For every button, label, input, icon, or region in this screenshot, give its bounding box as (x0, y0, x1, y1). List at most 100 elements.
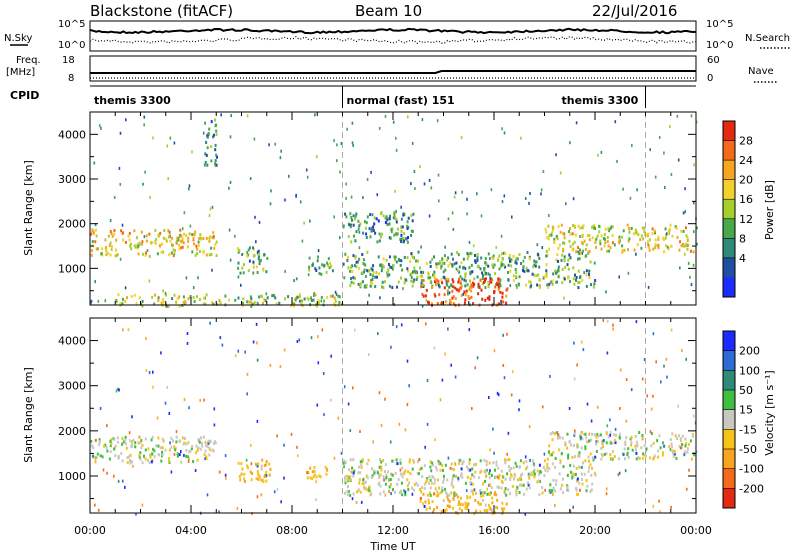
echo-cell-sparse (500, 234, 503, 238)
echo-cell (437, 279, 440, 283)
echo-cell (506, 472, 509, 476)
echo-cell (448, 500, 451, 503)
echo-cell-sparse (432, 273, 434, 277)
echo-cell (557, 224, 560, 228)
echo-cell-sparse (90, 439, 93, 443)
echo-cell (581, 278, 584, 282)
echo-cell (431, 461, 434, 465)
echo-cell-sparse (337, 416, 340, 420)
echo-cell (641, 434, 644, 437)
echo-cell-sparse (94, 280, 96, 284)
echo-cell (408, 460, 411, 464)
echo-cell (637, 233, 640, 237)
echo-cell-sparse (605, 487, 608, 491)
echo-cell (175, 440, 178, 444)
echo-cell-sparse (234, 354, 237, 358)
echo-cell-sparse (426, 422, 429, 426)
echo-cell (141, 242, 143, 246)
freq-label-line2: [MHz] (6, 67, 35, 78)
echo-cell-sparse (230, 114, 232, 118)
echo-cell (648, 246, 651, 250)
echo-cell (491, 256, 494, 259)
echo-cell (671, 432, 674, 436)
echo-cell (484, 470, 487, 474)
echo-cell (162, 300, 165, 304)
echo-cell (446, 283, 448, 287)
echo-cell (512, 254, 515, 258)
echo-cell (410, 276, 413, 279)
echo-cell (468, 458, 471, 462)
echo-cell (433, 255, 435, 259)
echo-cell (422, 502, 424, 506)
echo-cell-sparse (173, 452, 176, 456)
echo-cell (256, 464, 259, 468)
echo-cell-sparse (224, 473, 227, 477)
echo-cell (213, 133, 215, 137)
echo-cell (555, 258, 558, 262)
echo-cell (630, 227, 633, 230)
echo-cell-sparse (148, 279, 151, 283)
echo-cell (173, 293, 176, 297)
echo-cell-sparse (679, 266, 681, 270)
echo-cell (472, 302, 475, 306)
echo-cell (636, 231, 639, 235)
echo-cell (487, 252, 490, 256)
echo-cell (588, 276, 591, 280)
echo-cell (533, 475, 536, 479)
echo-cell (366, 462, 369, 466)
colorbar-tick-label: -100 (739, 463, 764, 476)
echo-cell (257, 472, 260, 476)
echo-cell (120, 229, 123, 233)
echo-cell (109, 444, 112, 448)
echo-cell (504, 477, 507, 481)
echo-cell (409, 472, 412, 476)
colorbar-swatch (723, 179, 735, 200)
echo-cell (497, 302, 500, 306)
echo-cell (670, 442, 673, 446)
echo-cell-sparse (449, 466, 452, 470)
echo-cell (439, 491, 442, 495)
echo-cell (460, 474, 463, 478)
echo-cell (389, 478, 392, 481)
echo-cell (613, 438, 616, 442)
echo-cell (369, 213, 372, 217)
echo-cell (91, 240, 94, 243)
echo-cell (250, 304, 253, 308)
echo-cell (558, 243, 561, 247)
echo-cell-sparse (246, 114, 249, 118)
echo-cell (346, 259, 349, 262)
echo-cell (593, 471, 596, 475)
echo-cell (645, 233, 648, 237)
echo-cell (287, 295, 290, 299)
echo-cell (585, 489, 588, 493)
echo-cell (658, 434, 661, 438)
echo-cell-sparse (573, 377, 576, 381)
echo-cell (466, 283, 469, 287)
echo-cell-sparse (497, 393, 500, 397)
echo-cell (458, 461, 461, 465)
echo-cell (435, 465, 437, 469)
echo-cell-sparse (250, 462, 253, 466)
echo-cell (482, 274, 484, 278)
echo-cell-sparse (692, 263, 695, 267)
echo-cell (446, 504, 449, 508)
echo-cell (593, 282, 596, 286)
echo-cell (598, 230, 601, 234)
echo-cell (623, 248, 626, 252)
echo-cell (110, 232, 113, 236)
echo-cell (394, 258, 396, 262)
echo-cell-sparse (229, 180, 232, 184)
echo-cell-sparse (229, 135, 232, 139)
echo-cell (551, 462, 554, 466)
echo-cell-sparse (388, 478, 390, 482)
echo-cell (659, 446, 662, 450)
echo-cell (105, 253, 108, 257)
echo-cell-sparse (246, 392, 248, 396)
echo-cell (484, 272, 487, 276)
echo-cell (485, 460, 488, 463)
echo-cell (635, 440, 638, 444)
echo-cell (353, 264, 356, 268)
echo-cell (450, 252, 453, 256)
echo-cell (203, 163, 206, 167)
echo-cell (215, 153, 218, 157)
